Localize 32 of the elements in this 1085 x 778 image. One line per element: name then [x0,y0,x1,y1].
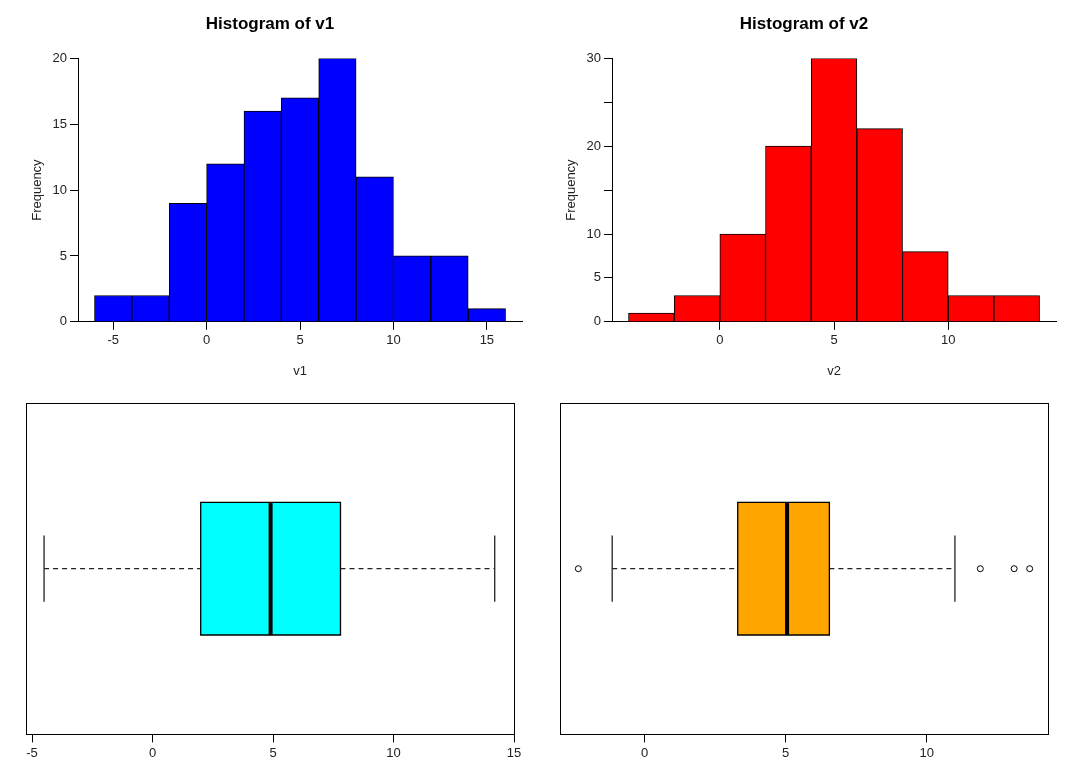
y-tick-label: 20 [586,137,602,153]
x-tick-label: 0 [641,744,649,760]
y-tick-label: 0 [593,313,602,329]
y-tick-label: 0 [59,313,68,329]
y-tick-label: 5 [59,247,68,263]
x-tick-label: 10 [386,332,401,348]
chart-title: Histogram of v1 [205,13,335,33]
x-tick-label: -5 [26,744,38,760]
y-tick-label: 5 [593,269,602,285]
y-tick-label: 30 [586,49,602,65]
x-tick-label: 10 [386,744,401,760]
x-tick-label: 10 [919,744,934,760]
x-tick-label: 5 [269,744,277,760]
chart-title: Histogram of v2 [739,13,869,33]
y-tick-label: 10 [52,181,68,197]
y-axis-title: Frequency [29,158,45,221]
x-tick-label: -5 [107,332,119,348]
x-tick-label: 5 [830,332,838,348]
y-tick-label: 10 [586,225,602,241]
x-tick-label: 0 [148,744,157,760]
y-tick-label: 20 [52,49,68,65]
x-tick-label: 15 [479,332,495,348]
y-tick-label: 15 [52,115,68,131]
y-axis-title: Frequency [563,158,579,221]
x-tick-label: 0 [202,332,211,348]
x-tick-label: 15 [506,744,522,760]
x-axis-title: v2 [827,362,841,378]
x-axis-title: v1 [293,362,307,378]
x-tick-label: 5 [782,744,790,760]
x-tick-label: 10 [940,332,956,348]
x-tick-label: 0 [716,332,724,348]
x-tick-label: 5 [296,332,304,348]
